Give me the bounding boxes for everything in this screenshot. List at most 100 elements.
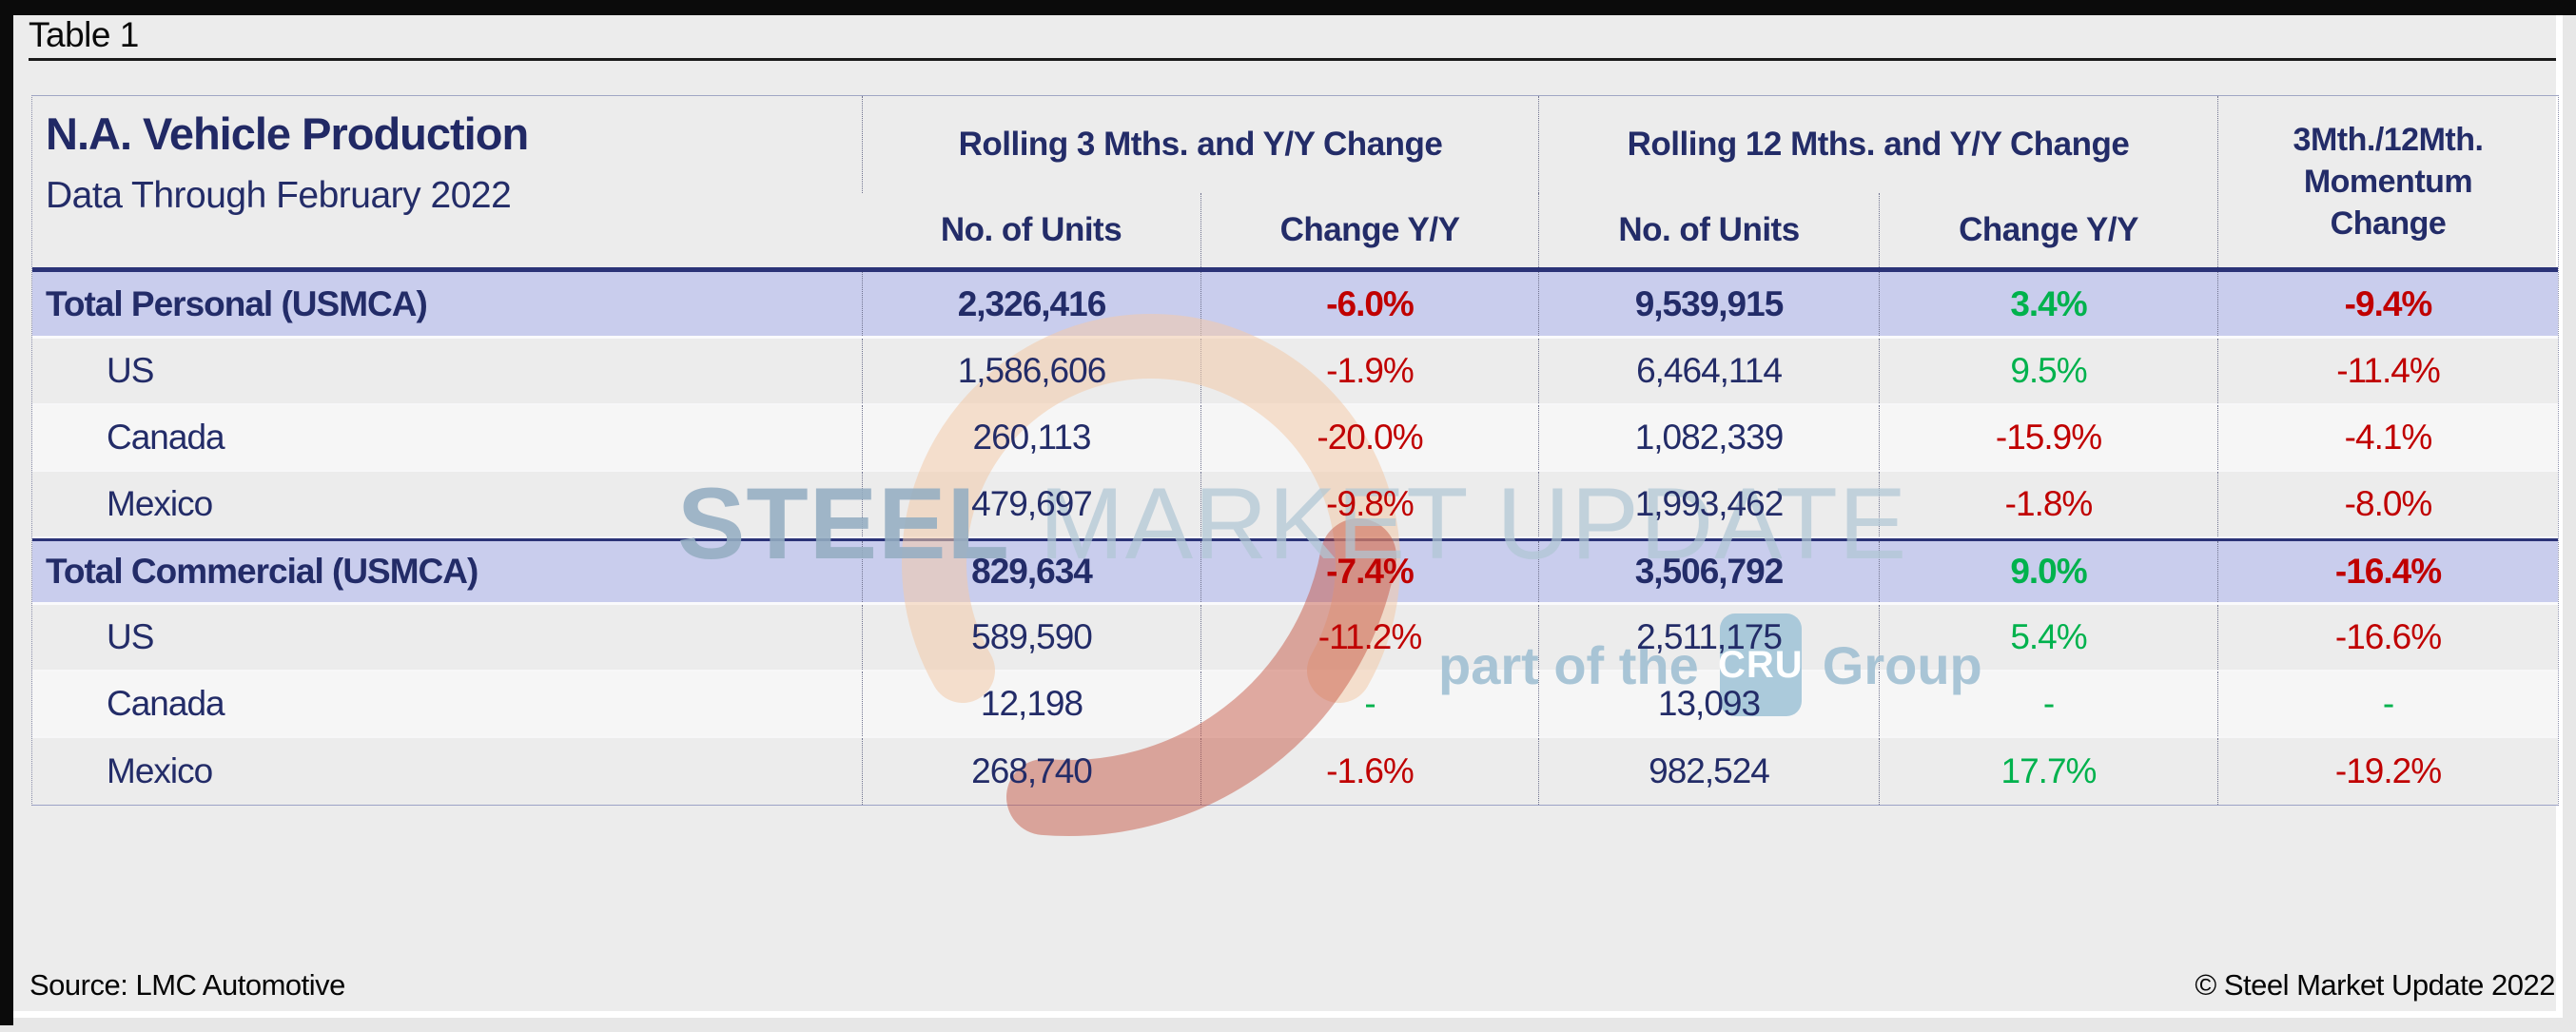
cell-value: -16.6% [2334,617,2442,656]
cell-units-3m: 589,590 [862,605,1200,670]
cell-change-3m: -1.9% [1200,339,1538,403]
cell-change-3m: -1.6% [1200,738,1538,805]
subheader-change-12m: Change Y/Y [1879,193,2217,267]
cell-change-12m: 9.5% [1879,339,2217,403]
row-label-cell: Canada [32,672,862,736]
header-divider-rule [32,267,2558,272]
cell-value: 9.5% [2010,351,2087,390]
vehicle-production-table: N.A. Vehicle Production Data Through Feb… [31,95,2559,806]
table-row: US 1,586,606 -1.9% 6,464,114 9.5% -11.4% [32,339,2558,405]
table-row: Total Personal (USMCA) 2,326,416 -6.0% 9,53… [32,272,2558,339]
cell-units-3m: 2,326,416 [862,272,1200,336]
cell-value: -1.6% [1326,751,1415,790]
cell-value: 9,539,915 [1634,283,1785,323]
row-label: Canada [107,418,225,457]
cell-momentum: -9.4% [2217,272,2558,336]
cell-value: -11.4% [2336,351,2440,390]
cell-units-12m: 2,511,175 [1538,605,1879,670]
cell-value: -15.9% [1995,418,2102,457]
cell-value: 1,586,606 [957,351,1107,390]
subheader-label: Change Y/Y [1279,211,1460,248]
cell-units-12m: 3,506,792 [1538,541,1879,602]
table-bottom-rule [32,805,2558,806]
cell-units-12m: 1,993,462 [1538,472,1879,536]
row-label: Total Personal (USMCA) [46,283,428,323]
cell-change-12m: - [1879,672,2217,736]
cell-value: 9.0% [2010,552,2087,591]
cell-change-3m: -20.0% [1200,405,1538,470]
cell-value: -1.9% [1326,351,1415,390]
cell-change-12m: 17.7% [1879,738,2217,805]
left-black-bar [0,15,13,1025]
cell-value: 3,506,792 [1634,552,1785,591]
cell-value: -9.4% [2344,283,2433,323]
cell-value: 829,634 [971,552,1093,591]
row-label: Mexico [107,751,213,790]
cell-momentum: -4.1% [2217,405,2558,470]
source-note: Source: LMC Automotive [29,968,345,1002]
cell-units-3m: 260,113 [862,405,1200,470]
subheader-units-12m: No. of Units [1538,193,1879,267]
row-label: US [107,617,154,656]
cell-change-3m: -9.8% [1200,472,1538,536]
table-row: Canada 12,198 - 13,093 - - [32,672,2558,738]
cell-value: -16.4% [2334,552,2442,591]
row-label-cell: Mexico [32,738,862,805]
cell-units-3m: 479,697 [862,472,1200,536]
cell-value: - [1364,684,1376,723]
subheader-label: Change Y/Y [1959,211,2138,248]
cell-value: 2,511,175 [1636,617,1783,656]
cell-value: 5.4% [2010,617,2087,656]
table-title: N.A. Vehicle Production [46,108,529,159]
copyright-note: © Steel Market Update 2022 [2195,968,2555,1002]
cell-change-12m: 3.4% [1879,272,2217,336]
subheader-label: No. of Units [940,211,1122,248]
cell-units-12m: 1,082,339 [1538,405,1879,470]
cell-units-3m: 268,740 [862,738,1200,805]
table-row: US 589,590 -11.2% 2,511,175 5.4% -16.6% [32,605,2558,672]
cell-change-12m: -1.8% [1879,472,2217,536]
table-title-cell: N.A. Vehicle Production Data Through Feb… [32,96,862,267]
cell-change-3m: -7.4% [1200,541,1538,602]
top-black-bar [0,0,2576,15]
cell-value: 1,993,462 [1634,484,1785,523]
cell-value: -8.0% [2344,484,2433,523]
cell-momentum: -16.4% [2217,541,2558,602]
cell-value: - [2042,684,2055,723]
subheader-change-3m: Change Y/Y [1200,193,1538,267]
row-label: Canada [107,684,225,723]
row-label-cell: Canada [32,405,862,470]
cell-value: -1.8% [2004,484,2094,523]
cell-value: 268,740 [971,751,1093,790]
row-label: Mexico [107,484,213,523]
row-label-cell: Mexico [32,472,862,536]
caption-divider [29,58,2556,61]
table-header: N.A. Vehicle Production Data Through Feb… [32,96,2558,267]
cell-value: -7.4% [1326,552,1415,591]
cell-value: -20.0% [1317,418,1423,457]
cell-value: 2,326,416 [957,283,1107,323]
table-row: Total Commercial (USMCA) 829,634 -7.4% 3,50… [32,538,2558,605]
column-group-rolling-12m: Rolling 12 Mths. and Y/Y Change [1538,96,2217,193]
cell-value: 1,082,339 [1634,418,1785,457]
cell-value: 13,093 [1657,684,1761,723]
cell-value: 3.4% [2010,283,2087,323]
table-body: Total Personal (USMCA) 2,326,416 -6.0% 9,53… [32,272,2558,805]
cell-units-12m: 982,524 [1538,738,1879,805]
cell-value: 589,590 [971,617,1093,656]
table-caption: Table 1 [29,15,139,54]
cell-value: - [2382,684,2394,723]
cell-value: -4.1% [2344,418,2433,457]
cell-units-3m: 12,198 [862,672,1200,736]
cell-change-12m: 5.4% [1879,605,2217,670]
column-group-label: Rolling 12 Mths. and Y/Y Change [1627,126,2130,163]
row-label-cell: US [32,339,862,403]
table-subtitle: Data Through February 2022 [46,175,512,216]
cell-value: -9.8% [1326,484,1415,523]
cell-change-12m: -15.9% [1879,405,2217,470]
cell-value: 6,464,114 [1636,351,1783,390]
cell-value: -6.0% [1326,283,1415,323]
cell-value: 12,198 [980,684,1083,723]
cell-value: 982,524 [1649,751,1770,790]
cell-value: -11.2% [1317,617,1422,656]
